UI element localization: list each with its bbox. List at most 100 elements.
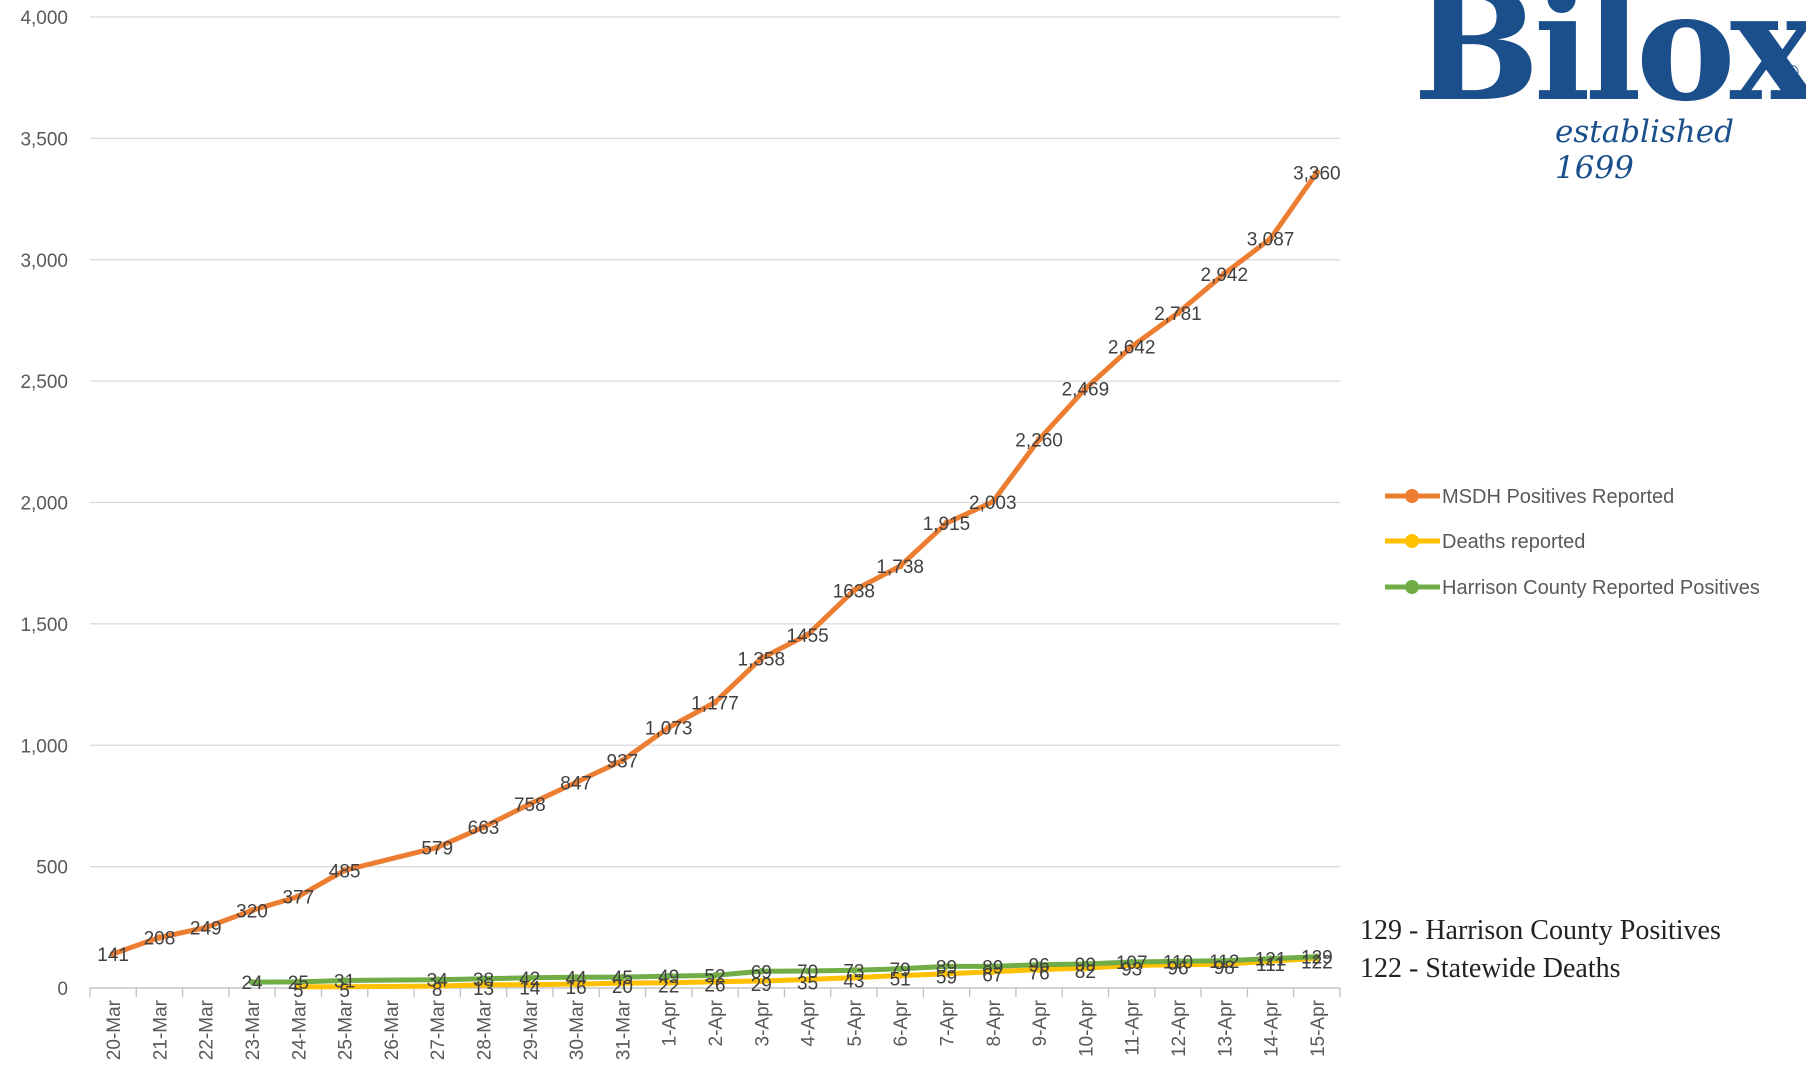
data-point [572, 779, 580, 786]
data-point [341, 867, 348, 874]
data-point [1082, 960, 1089, 968]
data-label: 49 [658, 967, 679, 988]
data-point [711, 972, 719, 979]
data-label: 320 [236, 901, 268, 922]
biloxi-logo: Biloxi ® established 1699 [1405, 0, 1806, 186]
data-label: 76 [1029, 964, 1050, 985]
data-point [1082, 385, 1089, 392]
data-label: 34 [427, 971, 449, 992]
data-point [619, 757, 626, 764]
x-tick-label: 7-Apr [937, 999, 958, 1046]
data-point [850, 967, 858, 974]
y-tick-label: 0 [57, 979, 68, 1000]
series-lines [109, 169, 1321, 990]
data-point [1313, 953, 1321, 960]
y-tick-label: 3,000 [20, 251, 68, 272]
data-point [1313, 169, 1321, 176]
x-tick-label: 11-Apr [1123, 999, 1144, 1055]
x-tick-label: 3-Apr [752, 999, 773, 1046]
gridlines [90, 16, 1340, 989]
data-point [248, 978, 256, 986]
data-label: 79 [890, 960, 911, 981]
data-point [758, 655, 765, 662]
data-point [758, 977, 765, 985]
data-point [572, 974, 580, 981]
data-label: 3,087 [1247, 230, 1295, 251]
x-tick-label: 28-Mar [475, 999, 496, 1060]
data-point [1035, 436, 1043, 443]
data-label: 5 [293, 981, 304, 1002]
y-tick-label: 500 [36, 858, 68, 879]
x-tick-label: 5-Apr [845, 999, 866, 1046]
data-label: 31 [334, 971, 355, 992]
data-point [526, 981, 534, 988]
y-tick-label: 2,000 [20, 494, 68, 515]
data-point [943, 519, 950, 527]
data-label: 111 [1256, 955, 1285, 976]
data-label: 129 [1301, 948, 1333, 969]
data-label: 579 [421, 838, 453, 859]
logo-tagline: established 1699 [1555, 114, 1734, 186]
data-point [156, 934, 163, 941]
legend-entry: MSDH Positives Reported [1442, 486, 1674, 508]
x-tick-label: 21-Mar [150, 999, 171, 1060]
data-label: 937 [607, 752, 639, 773]
data-point [850, 587, 858, 594]
data-point [1128, 958, 1135, 966]
data-point [1035, 961, 1043, 968]
data-point [341, 983, 348, 990]
data-label: 847 [560, 773, 592, 794]
data-point [850, 974, 858, 981]
data-point [943, 970, 950, 977]
data-point [434, 844, 441, 851]
data-point [572, 980, 580, 988]
y-tick-label: 2,500 [20, 372, 68, 393]
data-label: 45 [612, 968, 633, 989]
data-point [1221, 270, 1228, 278]
data-label: 8 [432, 980, 443, 1001]
data-label: 89 [982, 957, 1003, 978]
x-tick-label: 14-Apr [1262, 999, 1283, 1057]
data-label: 59 [936, 968, 957, 989]
data-label: 208 [144, 929, 176, 950]
data-point [109, 950, 117, 957]
data-label: 249 [190, 919, 222, 940]
x-tick-label: 6-Apr [891, 999, 912, 1046]
data-label: 98 [1214, 958, 1235, 979]
legend-entry: Deaths reported [1442, 531, 1585, 553]
data-point [665, 972, 672, 980]
data-label: 16 [566, 978, 587, 999]
data-point [295, 978, 302, 986]
data-label: 44 [566, 968, 588, 989]
x-tick-label: 13-Apr [1215, 999, 1236, 1057]
data-point [989, 963, 996, 970]
data-label: 2,469 [1062, 380, 1110, 401]
data-point [248, 907, 256, 914]
x-tick-label: 8-Apr [984, 999, 1005, 1046]
data-point [434, 982, 441, 990]
data-point [619, 973, 626, 981]
x-tick-label: 4-Apr [799, 999, 820, 1046]
legend-entry: Harrison County Reported Positives [1442, 577, 1760, 599]
data-point [619, 979, 626, 987]
data-label: 73 [843, 961, 864, 982]
data-label: 1455 [786, 626, 828, 647]
x-axis: 20-Mar 21-Mar 22-Mar 23-Mar 24-Mar 25-Mar 26-M… [89, 987, 1341, 1060]
data-point [480, 975, 487, 982]
data-label: 3,360 [1293, 163, 1341, 184]
data-point [1174, 958, 1182, 965]
data-label: 112 [1209, 952, 1239, 973]
data-label: 2,260 [1015, 430, 1063, 451]
data-point [804, 967, 811, 975]
series-line-1 [295, 955, 1320, 990]
data-label: 141 [97, 945, 129, 966]
data-point [896, 562, 904, 570]
registered-mark: ® [1783, 62, 1801, 83]
data-label: 69 [751, 962, 772, 983]
data-label: 22 [658, 977, 679, 998]
data-label: 5 [339, 981, 350, 1002]
data-label: 70 [797, 962, 818, 983]
summary-statewide-deaths: 122 - Statewide Deaths [1360, 953, 1621, 984]
data-point [758, 968, 765, 975]
